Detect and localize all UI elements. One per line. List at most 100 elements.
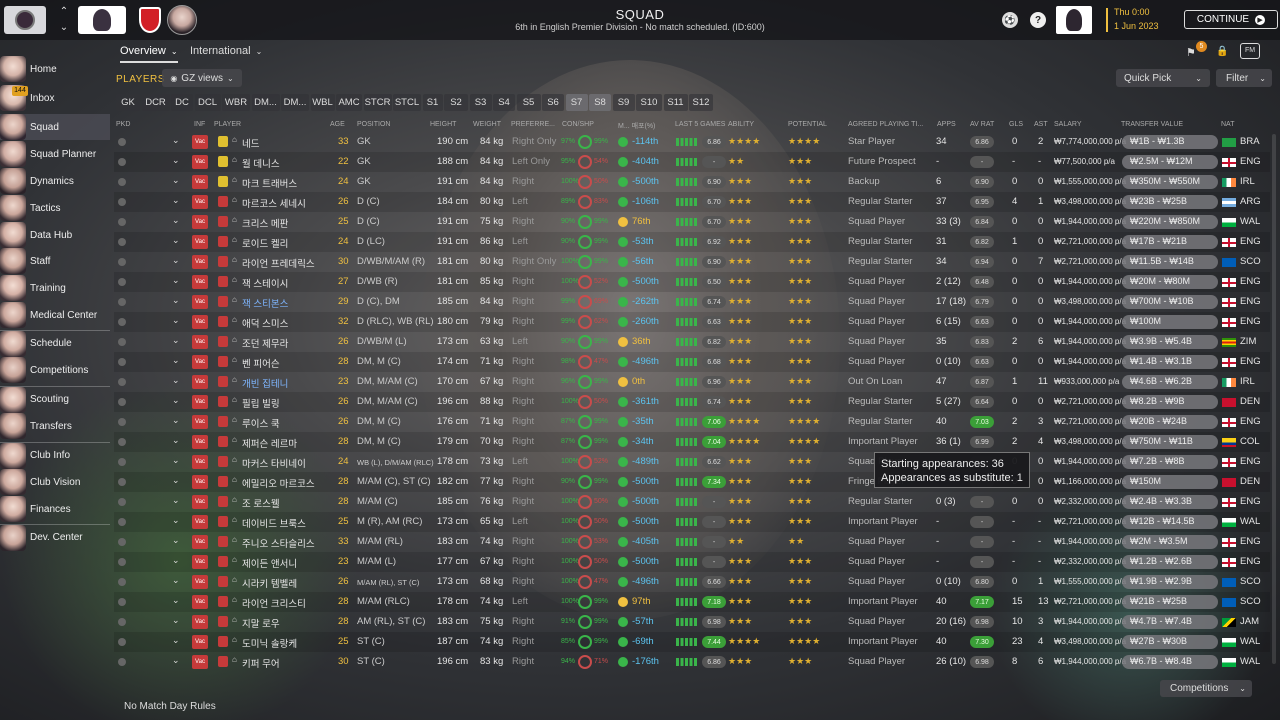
chevron-down-icon[interactable]: ⌄	[172, 295, 180, 305]
player-name[interactable]: 마크 트래버스	[242, 179, 298, 190]
col-avrat[interactable]: AV RAT	[970, 121, 995, 128]
player-name[interactable]: 마커스 타비네이	[242, 459, 306, 470]
position-filter-s5-button[interactable]: S5	[516, 94, 541, 111]
col-foot[interactable]: PREFERRE...	[511, 121, 555, 128]
club-crest-icon[interactable]	[138, 5, 162, 35]
col-salary[interactable]: SALARY	[1054, 121, 1082, 128]
table-row[interactable]: ⌄ Vac ⌂ 라이언 프레데릭스 30 D/WB/M/AM (R) 181 cm 80 kg…	[114, 252, 1270, 272]
sidebar-item-data-hub[interactable]: Data Hub	[0, 222, 110, 248]
pick-radio[interactable]	[118, 478, 126, 486]
manager-avatar-icon[interactable]	[78, 6, 126, 34]
quick-pick-button[interactable]: Quick Pick ⌄	[1116, 69, 1210, 87]
table-row[interactable]: ⌄ Vac ⌂ 애덕 스미스 32 D (RLC), WB (RL) 180 cm 79 kg…	[114, 312, 1270, 332]
pick-radio[interactable]	[118, 498, 126, 506]
table-row[interactable]: ⌄ Vac ⌂ 조던 제무라 26 D/WB/M (L) 173 cm 63 kg Left 90…	[114, 332, 1270, 352]
table-row[interactable]: ⌄ Vac ⌂ 마커스 타비네이 24 WB (L), D/M/AM (RLC) 178 c…	[114, 452, 1270, 472]
col-height[interactable]: HEIGHT	[430, 121, 457, 128]
position-filter-stcr-button[interactable]: STCR	[363, 94, 392, 111]
player-name[interactable]: 주니오 스타슬리스	[242, 539, 315, 550]
player-name[interactable]: 루이스 쿡	[242, 419, 280, 430]
chevron-down-icon[interactable]: ⌄	[172, 575, 180, 585]
chevron-down-icon[interactable]: ⌄	[172, 335, 180, 345]
chevron-down-icon[interactable]: ⌄	[172, 515, 180, 525]
chevron-down-icon[interactable]: ⌄	[172, 455, 180, 465]
position-filter-s12-button[interactable]: S12	[689, 94, 713, 111]
chevron-down-icon[interactable]: ⌄	[172, 255, 180, 265]
pick-radio[interactable]	[118, 238, 126, 246]
chevron-down-icon[interactable]: ⌄	[172, 475, 180, 485]
col-player[interactable]: PLAYER	[214, 121, 242, 128]
competitions-button[interactable]: Competitions ⌄	[1160, 680, 1252, 697]
sidebar-item-squad[interactable]: Squad	[0, 114, 110, 140]
player-name[interactable]: 도미닉 솔랑케	[242, 639, 298, 650]
pick-radio[interactable]	[118, 558, 126, 566]
sidebar-item-staff[interactable]: Staff	[0, 248, 110, 274]
position-filter-wbl-button[interactable]: WBL	[310, 94, 335, 111]
table-row[interactable]: ⌄ Vac ⌂ 크리스 메판 25 D (C) 191 cm 75 kg Right 90% 99%…	[114, 212, 1270, 232]
player-name[interactable]: 잭 스테이시	[242, 279, 289, 290]
pick-radio[interactable]	[118, 398, 126, 406]
chevron-down-icon[interactable]: ⌄	[172, 415, 180, 425]
chevron-down-icon[interactable]: ⌄	[172, 215, 180, 225]
pick-radio[interactable]	[118, 638, 126, 646]
player-name[interactable]: 라이언 프레데릭스	[242, 259, 315, 270]
col-tv[interactable]: TRANSFER VALUE	[1121, 121, 1184, 128]
table-row[interactable]: ⌄ Vac ⌂ 도미닉 솔랑케 25 ST (C) 187 cm 74 kg Right 85% 9…	[114, 632, 1270, 652]
pick-radio[interactable]	[118, 578, 126, 586]
player-name[interactable]: 조던 제무라	[242, 339, 289, 350]
table-row[interactable]: ⌄ Vac ⌂ 키퍼 무어 30 ST (C) 196 cm 83 kg Right 94% 71%…	[114, 652, 1270, 672]
pick-radio[interactable]	[118, 158, 126, 166]
position-filter-dm-button[interactable]: DM...	[251, 94, 280, 111]
chevron-down-icon[interactable]: ⌄	[172, 155, 180, 165]
pick-radio[interactable]	[118, 538, 126, 546]
help-icon[interactable]: ?	[1030, 12, 1046, 28]
pick-radio[interactable]	[118, 338, 126, 346]
player-avatar-icon[interactable]	[167, 5, 197, 35]
table-row[interactable]: ⌄ Vac ⌂ 마르코스 세네시 26 D (C) 184 cm 80 kg Left 89% 83…	[114, 192, 1270, 212]
table-row[interactable]: ⌄ Vac ⌂ 네드 33 GK 190 cm 84 kg Right Only 97% 99% -1…	[114, 132, 1270, 152]
position-filter-gk-button[interactable]: GK	[116, 94, 140, 111]
col-form[interactable]: M... 매포(%)	[618, 123, 656, 130]
player-name[interactable]: 애덕 스미스	[242, 319, 289, 330]
pick-radio[interactable]	[118, 458, 126, 466]
sidebar-item-scouting[interactable]: Scouting	[0, 386, 110, 413]
table-row[interactable]: ⌄ Vac ⌂ 지말 로우 28 AM (RL), ST (C) 183 cm 75 kg Ri…	[114, 612, 1270, 632]
player-name[interactable]: 로이드 켈리	[242, 239, 289, 250]
table-row[interactable]: ⌄ Vac ⌂ 필립 빌링 26 DM, M/AM (C) 196 cm 88 kg Right…	[114, 392, 1270, 412]
table-row[interactable]: ⌄ Vac ⌂ 루이스 쿡 26 DM, M (C) 176 cm 71 kg Right 87%…	[114, 412, 1270, 432]
profile-avatar-icon[interactable]	[1056, 6, 1092, 34]
col-pkd[interactable]: PKD	[116, 121, 131, 128]
chevron-down-icon[interactable]: ⌄	[172, 395, 180, 405]
pick-radio[interactable]	[118, 618, 126, 626]
col-cond[interactable]: CON/SHP	[562, 121, 594, 128]
chevron-down-icon[interactable]: ⌄	[172, 235, 180, 245]
position-filter-s3-button[interactable]: S3	[469, 94, 492, 111]
table-row[interactable]: ⌄ Vac ⌂ 조 로스웰 28 M/AM (C) 185 cm 76 kg Right 100%…	[114, 492, 1270, 512]
position-filter-dm-button[interactable]: DM...	[281, 94, 309, 111]
table-row[interactable]: ⌄ Vac ⌂ 잭 스티본스 29 D (C), DM 185 cm 84 kg Right 99…	[114, 292, 1270, 312]
position-filter-s11-button[interactable]: S11	[663, 94, 688, 111]
position-filter-s6-button[interactable]: S6	[542, 94, 564, 111]
table-row[interactable]: ⌄ Vac ⌂ 개빈 집테니 23 DM, M/AM (C) 170 cm 67 kg Righ…	[114, 372, 1270, 392]
pick-radio[interactable]	[118, 258, 126, 266]
position-filter-dcr-button[interactable]: DCR	[141, 94, 170, 111]
position-filter-s2-button[interactable]: S2	[444, 94, 468, 111]
player-name[interactable]: 지말 로우	[242, 619, 280, 630]
sidebar-item-dynamics[interactable]: Dynamics	[0, 168, 110, 194]
col-apps[interactable]: APPS	[937, 121, 956, 128]
pick-radio[interactable]	[118, 438, 126, 446]
col-weight[interactable]: WEIGHT	[473, 121, 501, 128]
chevron-down-icon[interactable]: ⌄	[172, 275, 180, 285]
player-name[interactable]: 데이비드 브룩스	[242, 519, 306, 530]
chevron-down-icon[interactable]: ⌄	[172, 135, 180, 145]
position-filter-amc-button[interactable]: AMC	[336, 94, 362, 111]
chevron-down-icon[interactable]: ⌄	[172, 435, 180, 445]
player-name[interactable]: 잭 스티본스	[242, 299, 289, 310]
pick-radio[interactable]	[118, 198, 126, 206]
pick-radio[interactable]	[118, 358, 126, 366]
position-filter-stcl-button[interactable]: STCL	[393, 94, 421, 111]
table-row[interactable]: ⌄ Vac ⌂ 로이드 켈리 24 D (LC) 191 cm 86 kg Left 90% 99%…	[114, 232, 1270, 252]
player-name[interactable]: 키퍼 무어	[242, 659, 280, 670]
col-age[interactable]: AGE	[330, 121, 345, 128]
player-name[interactable]: 제퍼슨 레르마	[242, 439, 298, 450]
